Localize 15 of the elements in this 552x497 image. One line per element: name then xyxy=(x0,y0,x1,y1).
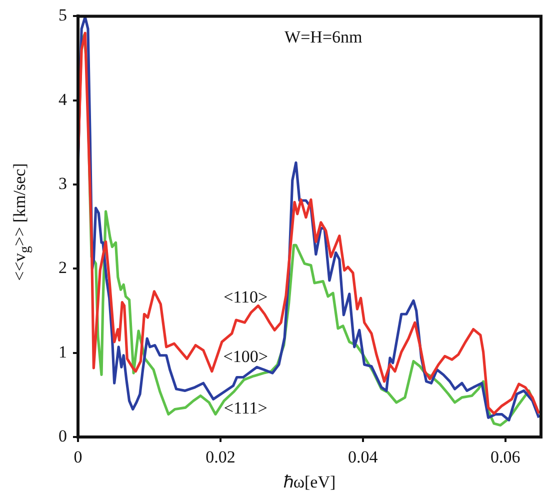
x-tick-label: 0.06 xyxy=(490,448,520,467)
x-tick-label: 0.02 xyxy=(206,448,236,467)
series-label: <110> xyxy=(224,288,268,307)
y-tick-label: 0 xyxy=(58,426,67,446)
y-tick-label: 5 xyxy=(58,6,67,25)
y-tick-label: 3 xyxy=(58,174,67,193)
series-label: <100> xyxy=(223,346,268,366)
series-label: <111> xyxy=(224,398,268,418)
y-tick-label: 2 xyxy=(58,258,67,278)
text: W=H=6nm xyxy=(284,28,362,47)
x-tick-label: 0 xyxy=(74,448,82,467)
x-axis-title: ℏω[eV] xyxy=(283,472,336,492)
y-tick-label: 1 xyxy=(58,342,67,362)
x-tick-label: 0.04 xyxy=(348,448,378,467)
y-tick-label: 4 xyxy=(58,90,68,109)
